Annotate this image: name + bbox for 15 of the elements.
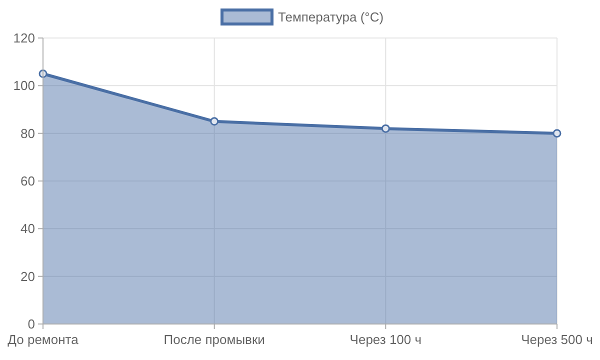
y-tick-label: 60 <box>20 174 35 189</box>
y-tick-label: 100 <box>13 78 35 94</box>
y-tick-label: 40 <box>20 221 35 236</box>
point <box>210 117 219 126</box>
y-tick-label: 120 <box>13 30 35 46</box>
point <box>552 129 562 138</box>
legend-label: Температура (°C) <box>278 10 384 25</box>
y-tick-label: 80 <box>20 126 35 141</box>
x-tick-label: Через 100 ч <box>350 332 422 347</box>
point <box>381 124 390 133</box>
x-tick-label: После промывки <box>164 332 265 347</box>
y-tick-label: 0 <box>28 316 35 332</box>
x-tick-label: Через 500 ч <box>521 332 593 347</box>
x-tick-label: До ремонта <box>8 332 80 347</box>
y-tick-label: 20 <box>20 268 35 284</box>
